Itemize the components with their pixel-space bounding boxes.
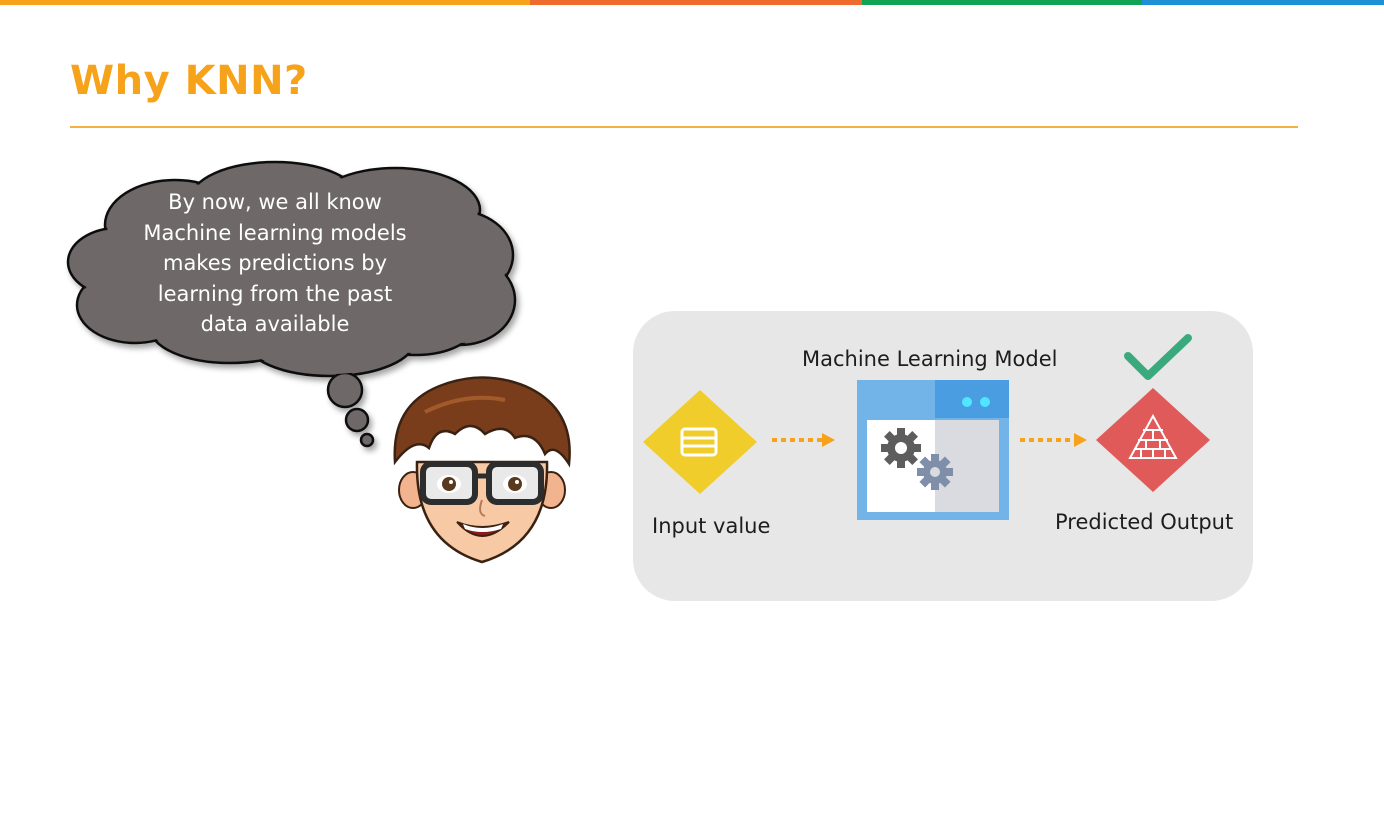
cloud-shape bbox=[66, 160, 517, 448]
brick-pyramid-diamond-icon bbox=[1096, 388, 1210, 492]
accent-orange bbox=[0, 0, 530, 5]
title-underline bbox=[70, 126, 1298, 128]
thought-line: learning from the past bbox=[157, 281, 393, 306]
accent-blue bbox=[1142, 0, 1384, 5]
slide-title: Why KNN? bbox=[70, 58, 308, 104]
model-label: Machine Learning Model bbox=[802, 347, 1058, 371]
accent-red-orange bbox=[530, 0, 862, 5]
checkmark-icon bbox=[1124, 334, 1192, 380]
dotted-arrow-icon bbox=[1020, 433, 1087, 447]
input-label: Input value bbox=[652, 514, 771, 538]
thought-line: makes predictions by bbox=[162, 251, 387, 275]
top-accent-bar bbox=[0, 0, 1384, 5]
thought-line: data available bbox=[200, 312, 350, 336]
thought-text: By now, we all know Machine learning mod… bbox=[130, 187, 420, 340]
thought-line: Machine learning models bbox=[143, 220, 407, 245]
accent-green bbox=[862, 0, 1142, 5]
boy-avatar bbox=[393, 376, 571, 564]
gears-window-icon bbox=[857, 380, 1009, 520]
output-label: Predicted Output bbox=[1055, 510, 1234, 534]
thought-bubble: By now, we all know Machine learning mod… bbox=[60, 160, 530, 460]
database-diamond-icon bbox=[643, 390, 757, 494]
dotted-arrow-icon bbox=[772, 433, 835, 447]
thought-line: By now, we all know bbox=[168, 190, 382, 214]
